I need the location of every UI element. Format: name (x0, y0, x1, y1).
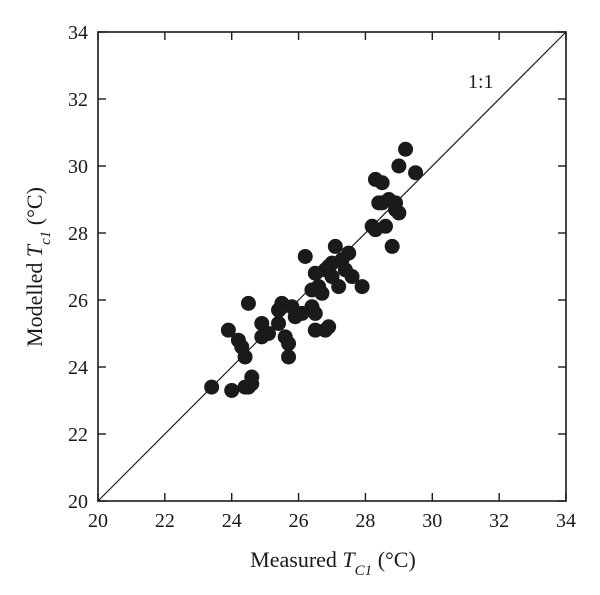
data-point (237, 349, 253, 365)
x-tick-label: 28 (355, 510, 375, 532)
y-axis-title: Modelled Tc1 (°C) (22, 187, 54, 347)
x-tick-label: 20 (88, 510, 108, 532)
y-tick-label: 26 (68, 290, 88, 312)
plot-frame (97, 31, 567, 502)
data-point (327, 238, 343, 254)
data-point (271, 315, 287, 331)
data-point (240, 295, 256, 311)
data-point (260, 326, 276, 341)
data-point (354, 279, 370, 295)
y-tick-label: 28 (68, 223, 88, 245)
data-point (377, 218, 393, 234)
x-tick-label: 24 (222, 510, 242, 532)
data-point (281, 336, 297, 352)
x-tick-label: 32 (489, 510, 509, 532)
plot-area: 20 22 24 26 28 30 32 34 20 22 24 26 28 30 32 34 (68, 22, 576, 532)
y-tick-label: 30 (68, 156, 88, 178)
data-point (297, 248, 313, 264)
data-point (314, 285, 330, 301)
data-point (321, 319, 337, 335)
data-point (331, 279, 347, 295)
reference-line-label: 1:1 (468, 71, 494, 93)
data-point (384, 238, 400, 254)
data-point (391, 205, 407, 221)
data-point (391, 158, 407, 174)
data-point (408, 165, 424, 181)
data-point (307, 305, 323, 321)
data-point (220, 322, 236, 338)
x-tick-label: 22 (155, 510, 175, 532)
data-point (240, 379, 256, 395)
data-point (204, 379, 220, 395)
data-point (281, 349, 297, 365)
y-tick-label: 22 (68, 424, 88, 446)
y-tick-label: 32 (68, 89, 88, 111)
data-point (224, 382, 240, 398)
data-point (398, 141, 414, 157)
data-point (341, 245, 357, 261)
x-tick-label: 26 (289, 510, 309, 532)
y-tick-label: 34 (68, 22, 88, 44)
x-tick-label: 34 (556, 510, 576, 532)
y-tick-label: 20 (68, 491, 88, 513)
y-tick-label: 24 (68, 357, 88, 379)
x-tick-label: 30 (422, 510, 442, 532)
data-point (374, 175, 390, 191)
x-axis-title: Measured TC1 (°C) (250, 547, 416, 579)
data-point (344, 269, 360, 285)
